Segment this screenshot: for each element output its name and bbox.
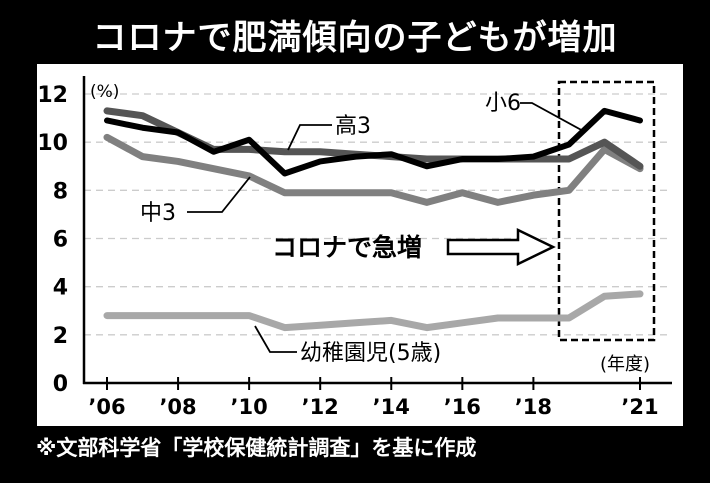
y-tick-label: 10 bbox=[37, 131, 68, 156]
series-label: 中3 bbox=[140, 201, 176, 226]
x-tick-label: ’06 bbox=[88, 395, 125, 419]
y-tick-label: 6 bbox=[53, 228, 68, 253]
leader-line bbox=[287, 124, 332, 151]
y-tick-label: 8 bbox=[53, 179, 68, 204]
y-tick-label: 0 bbox=[53, 372, 68, 397]
leader-line bbox=[254, 325, 297, 353]
x-tick-label: ’08 bbox=[159, 395, 196, 419]
y-tick-label: 12 bbox=[37, 83, 68, 108]
right-arrow-icon bbox=[446, 228, 556, 266]
series-label: 高3 bbox=[335, 114, 371, 139]
page-title: コロナで肥満傾向の子どもが増加 bbox=[92, 18, 618, 58]
series-label: 小6 bbox=[485, 91, 521, 116]
x-tick-label: ’18 bbox=[515, 395, 552, 419]
x-tick-label: ’14 bbox=[373, 395, 410, 419]
leader-line bbox=[520, 102, 586, 133]
series-line-1 bbox=[103, 133, 644, 206]
x-tick-label: ’10 bbox=[231, 395, 268, 419]
chart-panel bbox=[37, 64, 683, 426]
labels: 0 2 4 6 8 10 12 ’06 ’08 ’10 ’12 ’14 ’16 ’18 ’21 幼稚園児(5歳… bbox=[37, 83, 658, 419]
leader-line bbox=[187, 176, 251, 213]
axes bbox=[82, 76, 672, 390]
arrow-annotation-text: コロナで急増 bbox=[272, 233, 422, 262]
x-tick-label: ’12 bbox=[302, 395, 339, 419]
y-axis-unit: (%) bbox=[90, 82, 119, 102]
y-tick-label: 4 bbox=[53, 276, 68, 301]
y-tick-label: 2 bbox=[53, 324, 68, 349]
x-axis-unit: (年度) bbox=[600, 354, 650, 375]
covid-highlight-box bbox=[557, 80, 656, 342]
series-label: 幼稚園児(5歳) bbox=[300, 341, 441, 366]
footnote: ※文部科学省「学校保健統計調査」を基に作成 bbox=[36, 436, 477, 460]
x-tick-label: ’16 bbox=[444, 395, 481, 419]
x-tick-label: ’21 bbox=[621, 395, 658, 419]
series-line-0 bbox=[103, 290, 644, 332]
series-lines bbox=[103, 107, 644, 332]
series-line-3 bbox=[104, 107, 643, 177]
